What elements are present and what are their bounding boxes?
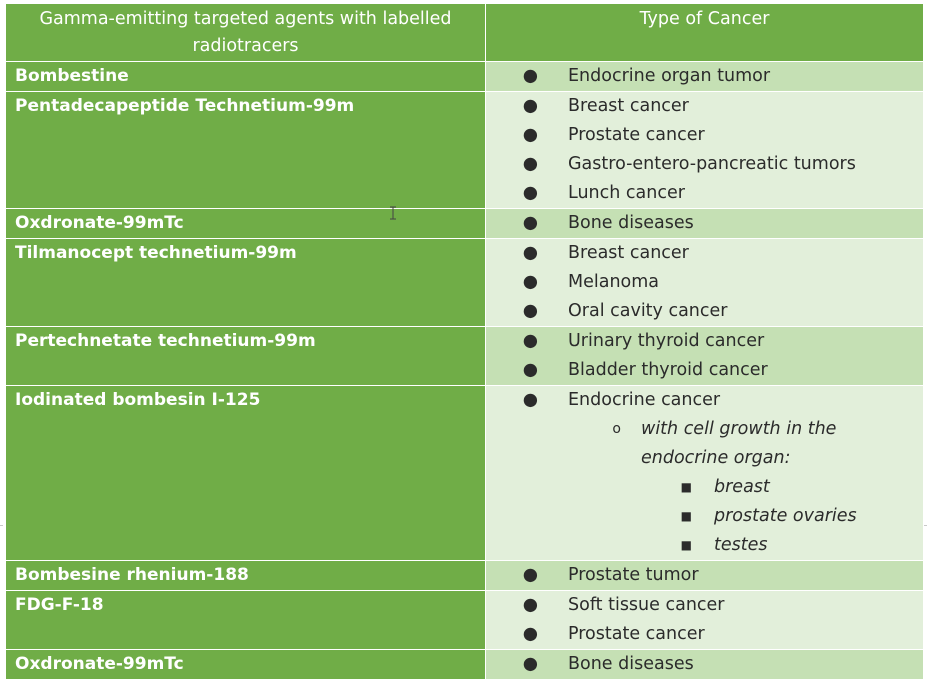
list-item: ● Bone diseases — [486, 650, 923, 679]
bullet-icon: ● — [522, 66, 538, 86]
agent-name: Bombesine rhenium-188 — [5, 560, 486, 591]
sub-list-item: o with cell growth in the endocrine organ… — [486, 415, 923, 473]
list-item: ● Oral cavity cancer — [486, 297, 923, 326]
agent-name: Oxdronate-99mTc — [5, 208, 486, 239]
cancer-type: Oral cavity cancer — [568, 301, 728, 321]
cancer-type: Prostate cancer — [568, 624, 705, 644]
bullet-icon: ● — [522, 624, 538, 644]
table-row: FDG-F-18 ● Soft tissue cancer ● Prostate c… — [5, 590, 924, 650]
bullet-icon: ● — [522, 154, 538, 174]
cancer-type: Endocrine organ tumor — [568, 66, 771, 86]
agent-name: Pentadecapeptide Technetium-99m — [5, 91, 486, 209]
bullet-icon: ● — [522, 565, 538, 585]
header-agents: Gamma-emitting targeted agents with labe… — [5, 3, 486, 62]
list-item: ● Breast cancer — [486, 92, 923, 121]
cancer-type: Urinary thyroid cancer — [568, 331, 765, 351]
cancer-list: ● Prostate tumor — [485, 560, 924, 591]
cancer-type: Prostate tumor — [568, 565, 699, 585]
cancer-list: ● Breast cancer ● Prostate cancer ● Gastro-… — [485, 91, 924, 209]
list-item: ● Breast cancer — [486, 239, 923, 268]
list-item: ● Melanoma — [486, 268, 923, 297]
cancer-type: Breast cancer — [568, 243, 689, 263]
bullet-icon: ● — [522, 213, 538, 233]
cancer-type: Lunch cancer — [568, 183, 685, 203]
square-bullet-icon: ■ — [680, 538, 692, 552]
cancer-list: ● Bone diseases — [485, 208, 924, 239]
list-item: ● Lunch cancer — [486, 179, 923, 208]
organ-item: breast — [714, 477, 770, 497]
sub-sub-list-item: ■ testes — [486, 531, 923, 560]
list-item: ● Prostate cancer — [486, 620, 923, 649]
cancer-type: Gastro-entero-pancreatic tumors — [568, 154, 856, 174]
bullet-icon: ● — [522, 360, 538, 380]
sub-sub-list-item: ■ breast — [486, 473, 923, 502]
table-row: Iodinated bombesin I-125 ● Endocrine canc… — [5, 385, 924, 561]
cancer-list: ● Urinary thyroid cancer ● Bladder thyroid… — [485, 326, 924, 386]
text-cursor-icon — [390, 206, 396, 220]
list-item: ● Urinary thyroid cancer — [486, 327, 923, 356]
cancer-type: Melanoma — [568, 272, 660, 292]
table-row: Bombestine ● Endocrine organ tumor — [5, 61, 924, 92]
list-item: ● Gastro-entero-pancreatic tumors — [486, 150, 923, 179]
radiotracer-table: Gamma-emitting targeted agents with labe… — [5, 3, 924, 680]
sub-item-text: with cell growth in the endocrine organ: — [641, 419, 837, 468]
header-cancer-type: Type of Cancer — [485, 3, 924, 62]
square-bullet-icon: ■ — [680, 480, 692, 494]
table-row: Oxdronate-99mTc ● Bone diseases — [5, 649, 924, 680]
circle-bullet-icon: o — [612, 421, 621, 437]
cancer-type: Breast cancer — [568, 96, 689, 116]
cancer-list: ● Breast cancer ● Melanoma ● Oral cavity ca… — [485, 238, 924, 327]
list-item: ● Endocrine organ tumor — [486, 62, 923, 91]
table-header-row: Gamma-emitting targeted agents with labe… — [5, 3, 924, 62]
bullet-icon: ● — [522, 301, 538, 321]
table-row: Pertechnetate technetium-99m ● Urinary th… — [5, 326, 924, 386]
cancer-type: Bone diseases — [568, 654, 694, 674]
cancer-type: Endocrine cancer — [568, 390, 721, 410]
bullet-icon: ● — [522, 243, 538, 263]
organ-item: testes — [714, 535, 768, 555]
cancer-list: ● Soft tissue cancer ● Prostate cancer — [485, 590, 924, 650]
agent-name: FDG-F-18 — [5, 590, 486, 650]
square-bullet-icon: ■ — [680, 509, 692, 523]
bullet-icon: ● — [522, 654, 538, 674]
list-item: ● Bone diseases — [486, 209, 923, 238]
cancer-list: ● Endocrine cancer o with cell growth in t… — [485, 385, 924, 561]
bullet-icon: ● — [522, 272, 538, 292]
bullet-icon: ● — [522, 331, 538, 351]
bullet-icon: ● — [522, 183, 538, 203]
agent-name: Iodinated bombesin I-125 — [5, 385, 486, 561]
sub-sub-list-item: ■ prostate ovaries — [486, 502, 923, 531]
bullet-icon: ● — [522, 595, 538, 615]
bullet-icon: ● — [522, 96, 538, 116]
organ-item: prostate ovaries — [714, 506, 857, 526]
list-item: ● Prostate tumor — [486, 561, 923, 590]
list-item: ● Endocrine cancer — [486, 386, 923, 415]
agent-name: Oxdronate-99mTc — [5, 649, 486, 680]
cancer-type: Bone diseases — [568, 213, 694, 233]
list-item: ● Bladder thyroid cancer — [486, 356, 923, 385]
cancer-list: ● Endocrine organ tumor — [485, 61, 924, 92]
bullet-icon: ● — [522, 125, 538, 145]
table-row: Tilmanocept technetium-99m ● Breast cance… — [5, 238, 924, 327]
table-row: Oxdronate-99mTc ● Bone diseases — [5, 208, 924, 239]
agent-name: Tilmanocept technetium-99m — [5, 238, 486, 327]
table-row: Bombesine rhenium-188 ● Prostate tumor — [5, 560, 924, 591]
list-item: ● Prostate cancer — [486, 121, 923, 150]
table-row: Pentadecapeptide Technetium-99m ● Breast … — [5, 91, 924, 209]
cancer-list: ● Bone diseases — [485, 649, 924, 680]
cancer-type: Prostate cancer — [568, 125, 705, 145]
bullet-icon: ● — [522, 390, 538, 410]
cancer-type: Soft tissue cancer — [568, 595, 725, 615]
cancer-type: Bladder thyroid cancer — [568, 360, 768, 380]
agent-name: Pertechnetate technetium-99m — [5, 326, 486, 386]
agent-name: Bombestine — [5, 61, 486, 92]
list-item: ● Soft tissue cancer — [486, 591, 923, 620]
